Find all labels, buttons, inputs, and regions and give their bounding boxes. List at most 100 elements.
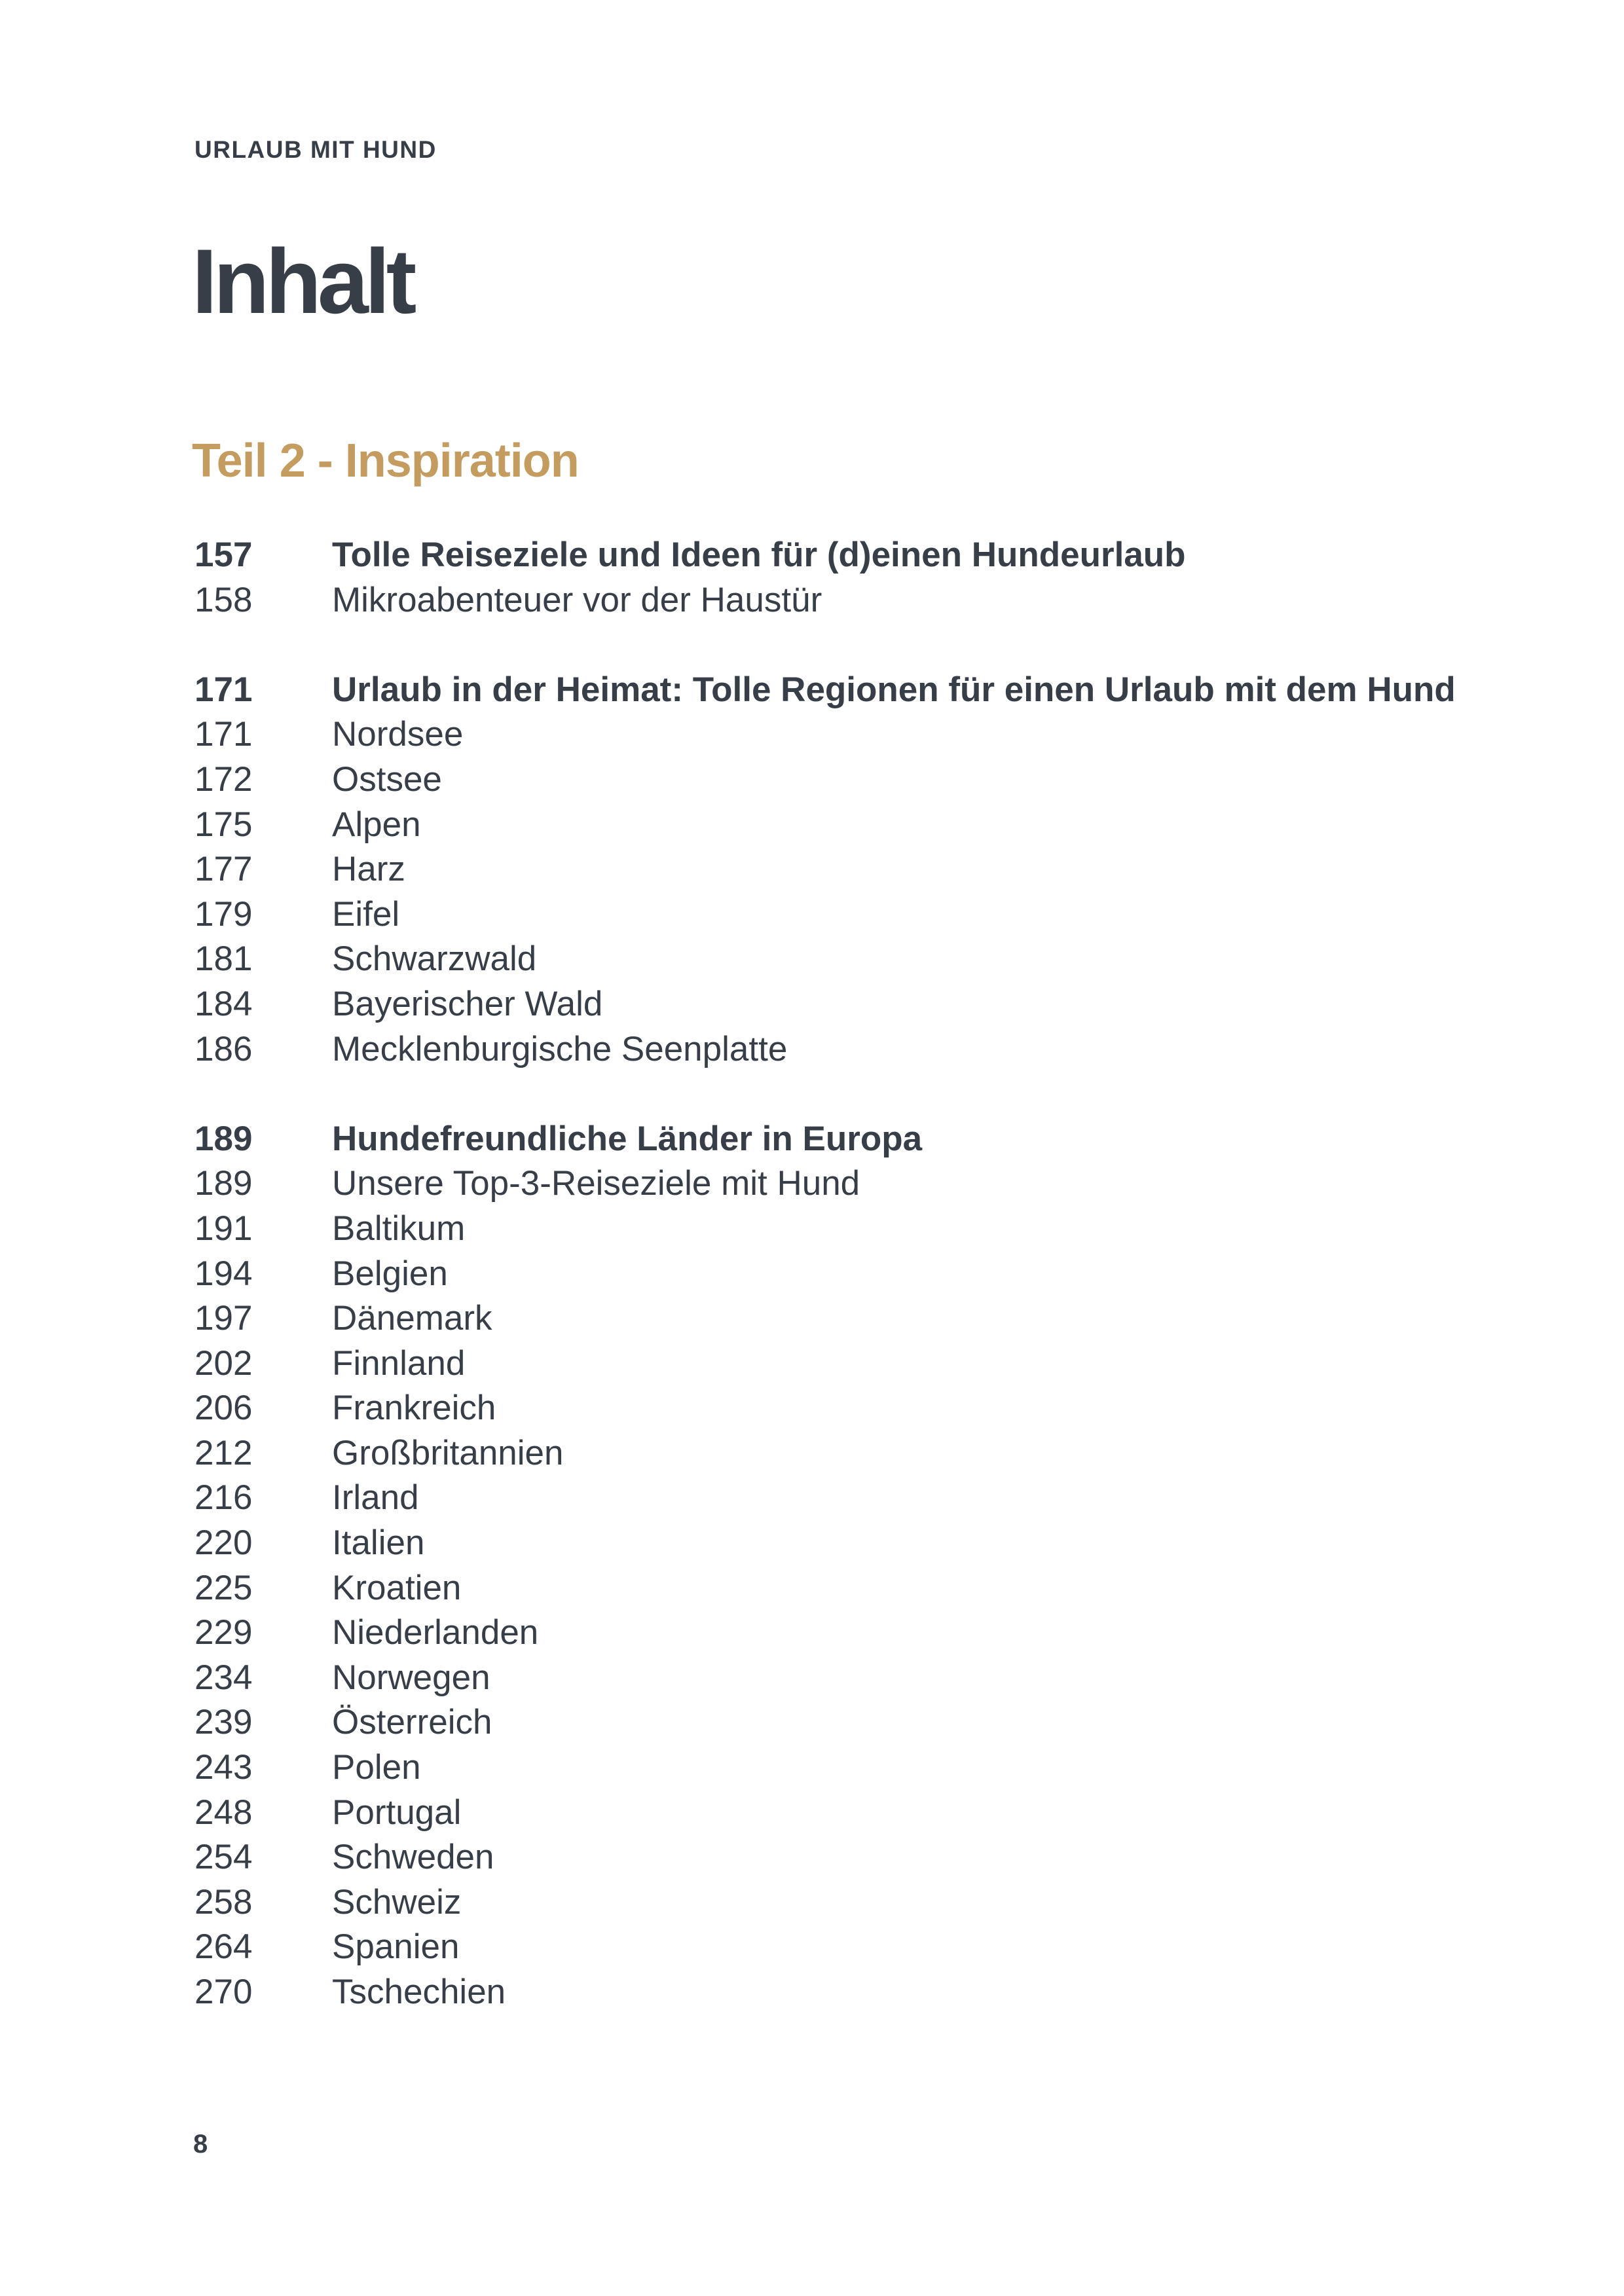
toc-entry: 172 Ostsee	[194, 757, 1439, 803]
toc-entry-label: Schwarzwald	[332, 939, 537, 979]
toc-entry-label: Schweden	[332, 1838, 494, 1877]
toc-entry-page: 234	[194, 1658, 253, 1697]
toc-entry: 229 Niederlanden	[194, 1611, 1439, 1656]
toc-entry-label: Irland	[332, 1478, 419, 1518]
toc-entry-page: 158	[194, 580, 253, 619]
toc-entry-page: 220	[194, 1523, 253, 1563]
toc-entry: 191 Baltikum	[194, 1207, 1439, 1252]
toc-entry-page: 202	[194, 1343, 253, 1383]
toc-entry-page: 229	[194, 1613, 253, 1652]
toc-entry-label: Unsere Top-3-Reiseziele mit Hund	[332, 1164, 860, 1203]
toc-entry-page: 270	[194, 1973, 253, 2011]
toc-entry-page: 177	[194, 850, 253, 889]
toc-entry: 202 Finnland	[194, 1341, 1439, 1387]
page-title: Inhalt	[192, 230, 416, 333]
toc-section: 157 Tolle Reiseziele und Ideen für (d)ein…	[194, 533, 1439, 623]
toc-section: 171 Urlaub in der Heimat: Tolle Regionen …	[194, 668, 1456, 1072]
toc-entry-page: 175	[194, 805, 253, 844]
toc-entry-label: Belgien	[332, 1254, 448, 1293]
toc-entry: 171 Urlaub in der Heimat: Tolle Regionen …	[194, 668, 1456, 713]
toc-entry-label: Mecklenburgische Seenplatte	[332, 1029, 788, 1068]
toc-entry-label: Kroatien	[332, 1568, 462, 1607]
toc-entry: 194 Belgien	[194, 1252, 1439, 1297]
toc-entry: 189 Hundefreundliche Länder in Europa	[194, 1117, 1439, 1162]
toc-entry-page: 171	[194, 715, 253, 754]
toc-entry: 234 Norwegen	[194, 1656, 1439, 1701]
toc-entry: 206 Frankreich	[194, 1386, 1439, 1431]
toc-entry-label: Tschechien	[332, 1973, 506, 2011]
toc-entry: 270 Tschechien	[194, 1970, 1439, 2015]
toc-entry-page: 216	[194, 1478, 253, 1518]
toc-entry-page: 243	[194, 1748, 253, 1787]
book-title-header: URLAUB MIT HUND	[194, 136, 437, 163]
toc-entry: 216 Irland	[194, 1476, 1439, 1521]
toc-entry-page: 248	[194, 1793, 253, 1832]
toc-entry-page: 191	[194, 1209, 253, 1248]
toc-entry-label: Dänemark	[332, 1299, 492, 1338]
toc-entry-label: Eifel	[332, 894, 400, 934]
toc-entry: 189 Unsere Top-3-Reiseziele mit Hund	[194, 1161, 1439, 1207]
table-of-contents: 157 Tolle Reiseziele und Ideen für (d)ein…	[194, 533, 1456, 2015]
toc-entry: 264 Spanien	[194, 1925, 1439, 1970]
toc-entry-label: Baltikum	[332, 1209, 466, 1248]
toc-entry-page: 181	[194, 939, 253, 979]
toc-entry-page: 184	[194, 984, 253, 1023]
toc-entry: 225 Kroatien	[194, 1566, 1439, 1611]
toc-entry-page: 225	[194, 1568, 253, 1607]
toc-entry-label: Urlaub in der Heimat: Tolle Regionen für…	[332, 670, 1456, 709]
toc-entry: 181 Schwarzwald	[194, 937, 1439, 982]
toc-entry-label: Bayerischer Wald	[332, 984, 603, 1023]
toc-entry-label: Mikroabenteuer vor der Haustür	[332, 580, 822, 619]
toc-entry-page: 189	[194, 1119, 253, 1158]
footer-page-number: 8	[193, 2130, 208, 2159]
toc-entry-page: 197	[194, 1299, 253, 1338]
toc-entry: 171 Nordsee	[194, 712, 1439, 757]
toc-entry-label: Norwegen	[332, 1658, 490, 1697]
toc-entry-page: 194	[194, 1254, 253, 1293]
toc-entry-label: Spanien	[332, 1927, 460, 1967]
toc-entry-label: Nordsee	[332, 715, 464, 754]
toc-entry-page: 189	[194, 1164, 253, 1203]
toc-entry-page: 157	[194, 536, 253, 574]
toc-entry: 175 Alpen	[194, 803, 1439, 848]
toc-entry-page: 172	[194, 759, 253, 799]
toc-entry-page: 254	[194, 1838, 253, 1877]
toc-entry-label: Niederlanden	[332, 1613, 539, 1652]
toc-entry: 254 Schweden	[194, 1835, 1439, 1880]
toc-entry: 239 Österreich	[194, 1700, 1439, 1745]
toc-entry-label: Frankreich	[332, 1389, 496, 1428]
toc-entry: 212 Großbritannien	[194, 1431, 1439, 1476]
toc-entry: 243 Polen	[194, 1745, 1439, 1791]
toc-entry-page: 239	[194, 1703, 253, 1742]
toc-entry-page: 264	[194, 1927, 253, 1967]
toc-entry-label: Österreich	[332, 1703, 492, 1742]
toc-entry-page: 171	[194, 670, 253, 709]
toc-entry-page: 258	[194, 1882, 253, 1922]
toc-entry-label: Polen	[332, 1748, 421, 1787]
toc-entry: 179 Eifel	[194, 892, 1439, 938]
toc-entry-page: 186	[194, 1029, 253, 1068]
toc-entry-label: Harz	[332, 850, 405, 889]
toc-entry: 258 Schweiz	[194, 1880, 1439, 1925]
toc-section: 189 Hundefreundliche Länder in Europa 189 U…	[194, 1117, 1439, 2015]
toc-entry-label: Großbritannien	[332, 1433, 564, 1472]
section-heading: Teil 2 - Inspiration	[192, 435, 580, 487]
toc-entry-label: Hundefreundliche Länder in Europa	[332, 1119, 923, 1158]
toc-entry-label: Portugal	[332, 1793, 462, 1832]
toc-entry-label: Italien	[332, 1523, 425, 1563]
toc-entry: 184 Bayerischer Wald	[194, 982, 1439, 1027]
toc-entry-page: 179	[194, 894, 253, 934]
toc-entry-page: 212	[194, 1433, 253, 1472]
toc-entry: 177 Harz	[194, 847, 1439, 892]
toc-entry: 197 Dänemark	[194, 1296, 1439, 1341]
toc-entry: 158 Mikroabenteuer vor der Haustür	[194, 578, 1439, 623]
toc-entry: 157 Tolle Reiseziele und Ideen für (d)ein…	[194, 533, 1439, 578]
toc-entry: 186 Mecklenburgische Seenplatte	[194, 1027, 1439, 1072]
toc-entry-page: 206	[194, 1389, 253, 1428]
toc-entry-label: Ostsee	[332, 759, 442, 799]
toc-entry-label: Tolle Reiseziele und Ideen für (d)einen …	[332, 536, 1186, 574]
toc-entry: 248 Portugal	[194, 1791, 1439, 1836]
toc-entry: 220 Italien	[194, 1521, 1439, 1566]
toc-entry-label: Alpen	[332, 805, 421, 844]
toc-entry-label: Finnland	[332, 1343, 466, 1383]
